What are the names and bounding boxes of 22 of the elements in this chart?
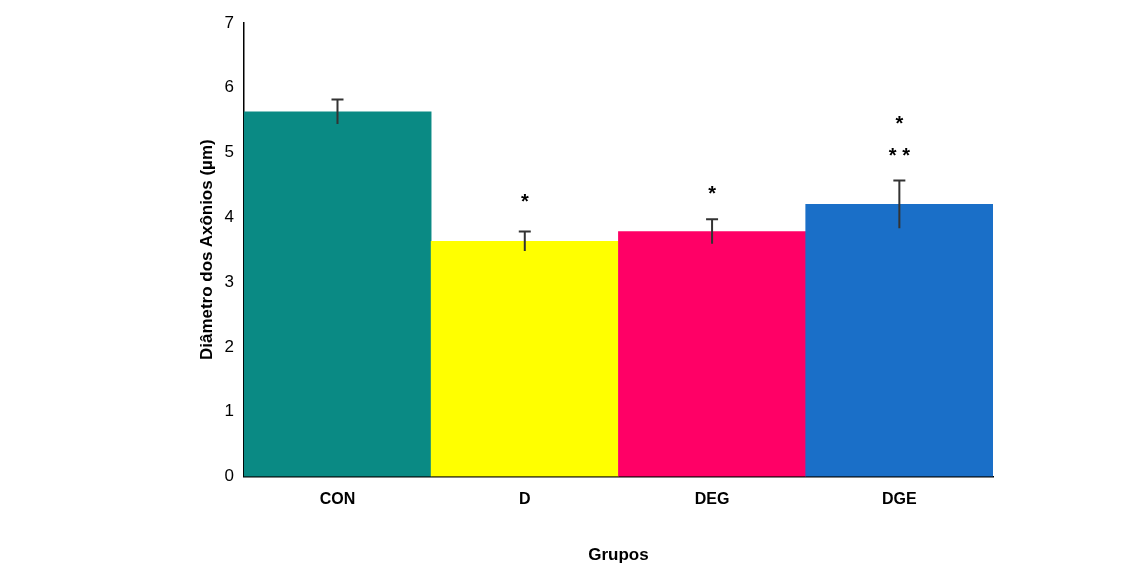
x-tick-label: CON <box>319 490 356 508</box>
x-tick-label: DEG <box>694 490 730 508</box>
bar <box>243 111 432 477</box>
y-tick-label: 3 <box>224 271 234 291</box>
y-axis-title: Diâmetro dos Axônios (µm) <box>196 139 216 361</box>
annotation: * <box>708 181 717 204</box>
y-tick-label: 0 <box>224 466 234 486</box>
y-tick-label: 5 <box>224 142 234 162</box>
y-tick-label: 2 <box>224 336 234 356</box>
y-tick-label: 7 <box>224 12 234 32</box>
x-axis-title: Grupos <box>588 545 649 565</box>
bar <box>805 204 993 477</box>
annotation: * <box>895 111 904 134</box>
y-tick-label: 6 <box>224 77 234 97</box>
y-tick-label: 4 <box>224 207 234 226</box>
bar <box>430 240 619 477</box>
x-tick-label: DGE <box>882 490 918 508</box>
annotation: * <box>520 189 529 212</box>
bar <box>618 231 807 477</box>
annotation: * * <box>888 143 911 166</box>
y-tick-label: 1 <box>224 401 234 421</box>
x-tick-label: D <box>519 490 531 508</box>
